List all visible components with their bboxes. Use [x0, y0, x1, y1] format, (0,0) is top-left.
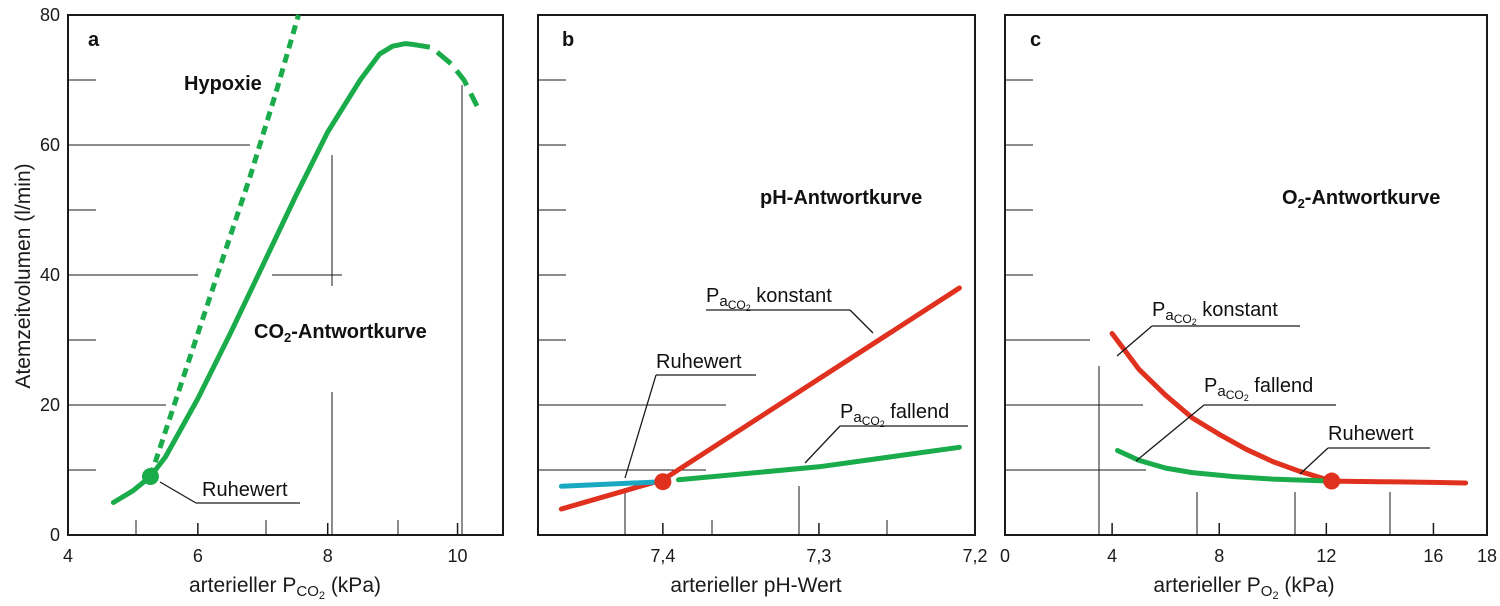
- y-tick-label: 40: [40, 265, 60, 285]
- panel-a-letter: a: [88, 29, 100, 51]
- x-tick-label: 12: [1316, 546, 1336, 566]
- y-tick-label: 0: [50, 525, 60, 545]
- x-tick-label: 7,4: [650, 546, 675, 566]
- label-paco2-konstant-b: PaCO2 konstant: [706, 285, 832, 313]
- series-a-1: [411, 41, 480, 108]
- series-b-0: [558, 285, 962, 512]
- label-co2-antwortkurve: CO2-Antwortkurve: [254, 321, 427, 345]
- panel-a-x-axis-label: arterieller PCO2 (kPa): [189, 574, 381, 602]
- y-tick-label: 20: [40, 395, 60, 415]
- x-tick-label: 8: [1214, 546, 1224, 566]
- label-o2-antwortkurve: O2-Antwortkurve: [1282, 187, 1440, 211]
- ruhewert-point-b: [654, 473, 672, 491]
- y-tick-label: 80: [40, 5, 60, 25]
- label-ph-antwortkurve: pH-Antwortkurve: [760, 187, 922, 209]
- panel-b-x-axis-label: arterieller pH-Wert: [670, 574, 841, 597]
- x-tick-label: 16: [1423, 546, 1443, 566]
- ruhewert-point-a: [141, 468, 159, 485]
- y-axis-label: Atemzeitvolumen (l/min): [12, 163, 35, 388]
- ruhewert-point-c: [1323, 472, 1341, 490]
- label-paco2-konstant-c: PaCO2 konstant: [1152, 299, 1278, 327]
- label-paco2-fallend-b: PaCO2 fallend: [840, 401, 949, 429]
- label-ruhewert-a: Ruhewert: [202, 479, 288, 501]
- series-c-0: [1109, 331, 1469, 486]
- series-a-2: [148, 14, 301, 478]
- x-tick-label: 8: [323, 546, 333, 566]
- series-c-1: [1115, 448, 1335, 484]
- x-tick-label: 18: [1477, 546, 1497, 566]
- x-tick-label: 4: [63, 546, 73, 566]
- series-a-0: [110, 41, 415, 505]
- leader-line: [159, 481, 197, 504]
- panel-b-frame: [537, 14, 976, 536]
- leader-line: [1116, 325, 1153, 357]
- leader-line: [1299, 447, 1329, 475]
- label-hypoxie: Hypoxie: [184, 73, 262, 95]
- x-tick-label: 7,3: [806, 546, 831, 566]
- panel-c-frame: [1004, 14, 1488, 536]
- label-ruhewert-c: Ruhewert: [1328, 423, 1414, 445]
- label-ruhewert-b: Ruhewert: [656, 351, 742, 373]
- series-b-1: [676, 444, 962, 483]
- leader-line: [849, 309, 874, 334]
- x-tick-label: 7,2: [962, 546, 987, 566]
- panel-c-letter: c: [1030, 29, 1041, 51]
- x-tick-label: 6: [193, 546, 203, 566]
- x-tick-label: 10: [448, 546, 468, 566]
- x-tick-label: 4: [1107, 546, 1117, 566]
- y-tick-label: 60: [40, 135, 60, 155]
- leader-line: [1135, 404, 1205, 462]
- label-paco2-fallend-c: PaCO2 fallend: [1204, 375, 1313, 403]
- series-b-2: [558, 479, 666, 489]
- leader-line: [804, 425, 841, 464]
- leader-line: [624, 374, 657, 479]
- x-tick-label: 0: [1000, 546, 1010, 566]
- panel-b-letter: b: [562, 29, 574, 51]
- panel-c-x-axis-label: arterieller PO2 (kPa): [1153, 574, 1334, 602]
